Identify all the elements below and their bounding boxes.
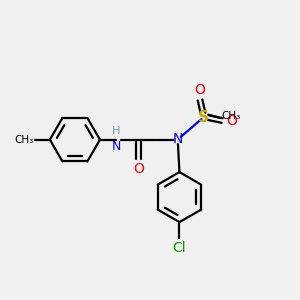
Text: N: N	[112, 140, 121, 153]
Text: CH₃: CH₃	[14, 135, 34, 145]
Text: H: H	[112, 126, 120, 136]
Text: O: O	[226, 114, 237, 128]
Text: O: O	[133, 162, 144, 176]
Text: N: N	[173, 132, 183, 146]
Text: Cl: Cl	[172, 241, 186, 255]
Text: S: S	[197, 110, 208, 125]
Text: O: O	[195, 83, 206, 97]
Text: CH₃: CH₃	[222, 111, 241, 121]
